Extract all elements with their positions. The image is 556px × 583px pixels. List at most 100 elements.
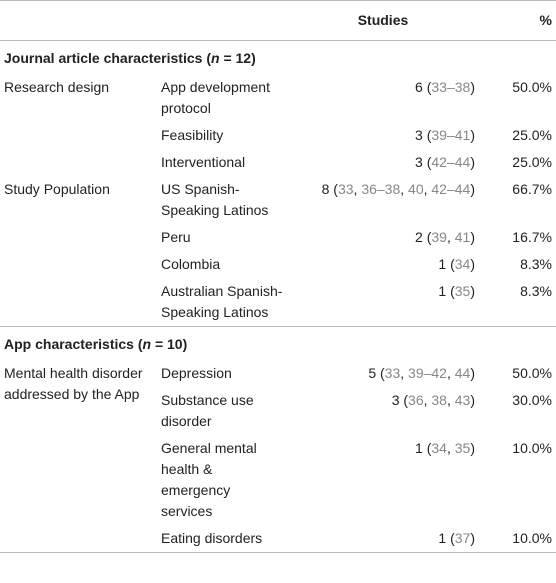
percent-cell: 50.0% xyxy=(512,365,552,381)
item-cell: Eating disorders xyxy=(161,530,263,546)
group-label: Study Population xyxy=(4,181,110,197)
data-row: Australian Spanish-Speaking Latinos 1 (35… xyxy=(0,278,556,327)
reference: 34 xyxy=(431,440,447,456)
studies-text: ) xyxy=(470,530,475,546)
item-cell: Colombia xyxy=(161,256,221,272)
data-row: Feasibility 3 (39–41) 25.0% xyxy=(0,122,556,149)
studies-text: 1 ( xyxy=(438,256,455,272)
data-row: Interventional 3 (42–44) 25.0% xyxy=(0,149,556,176)
reference: 39–41 xyxy=(431,127,471,143)
reference: 40 xyxy=(408,181,424,197)
studies-text: ) xyxy=(470,283,475,299)
studies-cell: 2 (39, 41) xyxy=(287,224,479,251)
studies-text: 1 ( xyxy=(415,440,432,456)
studies-text: 6 ( xyxy=(415,79,432,95)
studies-text: , xyxy=(446,392,455,408)
percent-cell: 25.0% xyxy=(512,127,552,143)
reference: 33–38 xyxy=(431,79,471,95)
studies-text: ) xyxy=(470,181,475,197)
data-row: Peru 2 (39, 41) 16.7% xyxy=(0,224,556,251)
studies-text: 2 ( xyxy=(415,229,432,245)
studies-text: ) xyxy=(470,256,475,272)
reference: 33 xyxy=(337,181,354,197)
studies-text: ) xyxy=(470,79,475,95)
reference: 39–42 xyxy=(408,365,447,381)
studies-text: 5 ( xyxy=(368,365,385,381)
studies-text: , xyxy=(446,440,455,456)
studies-cell: 1 (34) xyxy=(287,251,479,278)
studies-cell: 3 (39–41) xyxy=(287,122,479,149)
studies-cell: 3 (36, 38, 43) xyxy=(287,387,479,435)
percent-cell: 16.7% xyxy=(512,229,552,245)
section-row: Journal article characteristics (n = 12) xyxy=(0,40,556,75)
data-row: General mental health & emergency servic… xyxy=(0,435,556,525)
data-row: Substance use disorder 3 (36, 38, 43) 30.0… xyxy=(0,387,556,435)
studies-text: ) xyxy=(470,365,475,381)
header-cell: Studies xyxy=(357,12,409,28)
group-label: Mental health disorder addressed by the … xyxy=(4,365,143,402)
reference: 33 xyxy=(384,365,401,381)
studies-text: 1 ( xyxy=(438,283,455,299)
reference: 34 xyxy=(454,256,471,272)
studies-cell: 1 (34, 35) xyxy=(287,435,479,525)
reference: 37 xyxy=(454,530,471,546)
reference: 41 xyxy=(454,229,471,245)
header-cell xyxy=(0,1,157,41)
data-row: Mental health disorder addressed by the … xyxy=(0,360,556,402)
reference: 42–44 xyxy=(431,181,471,197)
studies-text: ) xyxy=(470,127,475,143)
reference: 42–44 xyxy=(431,154,471,170)
studies-cell: 1 (37) xyxy=(287,525,479,553)
studies-cell: 8 (33, 36–38, 40, 42–44) xyxy=(287,176,479,224)
section-title-part: Journal article characteristics ( xyxy=(4,50,211,66)
studies-text: , xyxy=(446,229,455,245)
section-title-part: App characteristics ( xyxy=(4,336,143,352)
percent-cell: 10.0% xyxy=(512,440,552,456)
data-row: Study Population US Spanish-Speaking Lati… xyxy=(0,176,556,224)
header-cell: % xyxy=(539,12,552,28)
section-title-part: n xyxy=(142,336,152,352)
item-cell: General mental health & emergency servic… xyxy=(161,440,257,519)
studies-cell: 6 (33–38) xyxy=(287,74,479,122)
studies-text: 3 ( xyxy=(415,127,432,143)
item-cell: App development protocol xyxy=(161,79,270,116)
table-body: Journal article characteristics (n = 12)… xyxy=(0,40,556,553)
item-cell: Depression xyxy=(161,365,232,381)
reference: 35 xyxy=(454,283,471,299)
studies-text: , xyxy=(423,392,432,408)
studies-cell: 5 (33, 39–42, 44) xyxy=(287,360,479,387)
group-label: Research design xyxy=(4,79,110,95)
section-title: App characteristics (n = 10) xyxy=(0,327,556,361)
studies-text: 3 ( xyxy=(415,154,432,170)
reference: 43 xyxy=(454,392,471,408)
reference: 36 xyxy=(408,392,424,408)
studies-text: 1 ( xyxy=(438,530,455,546)
studies-text: , xyxy=(400,365,409,381)
studies-cell: 3 (42–44) xyxy=(287,149,479,176)
studies-text: , xyxy=(446,365,455,381)
reference: 35 xyxy=(454,440,471,456)
percent-cell: 10.0% xyxy=(512,530,552,546)
percent-cell: 50.0% xyxy=(512,79,552,95)
header-cell xyxy=(157,1,287,41)
studies-text: ) xyxy=(470,440,475,456)
percent-cell: 8.3% xyxy=(520,256,552,272)
studies-text: , xyxy=(400,181,409,197)
characteristics-table: Studies % Journal article characteristic… xyxy=(0,0,556,553)
studies-text: ) xyxy=(470,392,475,408)
studies-text: ) xyxy=(470,229,475,245)
header-row: Studies % xyxy=(0,0,556,41)
data-row: Eating disorders 1 (37) 10.0% xyxy=(0,525,556,553)
item-cell: Australian Spanish-Speaking Latinos xyxy=(161,283,283,320)
item-cell: Peru xyxy=(161,229,191,245)
section-row: App characteristics (n = 10) xyxy=(0,326,556,361)
percent-cell: 66.7% xyxy=(512,181,552,197)
studies-cell: 1 (35) xyxy=(287,278,479,327)
studies-text: , xyxy=(353,181,362,197)
reference: 36–38 xyxy=(361,181,401,197)
data-row: Research design App development protocol 6… xyxy=(0,74,556,122)
item-cell: Feasibility xyxy=(161,127,224,143)
reference: 44 xyxy=(454,365,471,381)
studies-text: 3 ( xyxy=(391,392,409,408)
reference: 39 xyxy=(431,229,447,245)
